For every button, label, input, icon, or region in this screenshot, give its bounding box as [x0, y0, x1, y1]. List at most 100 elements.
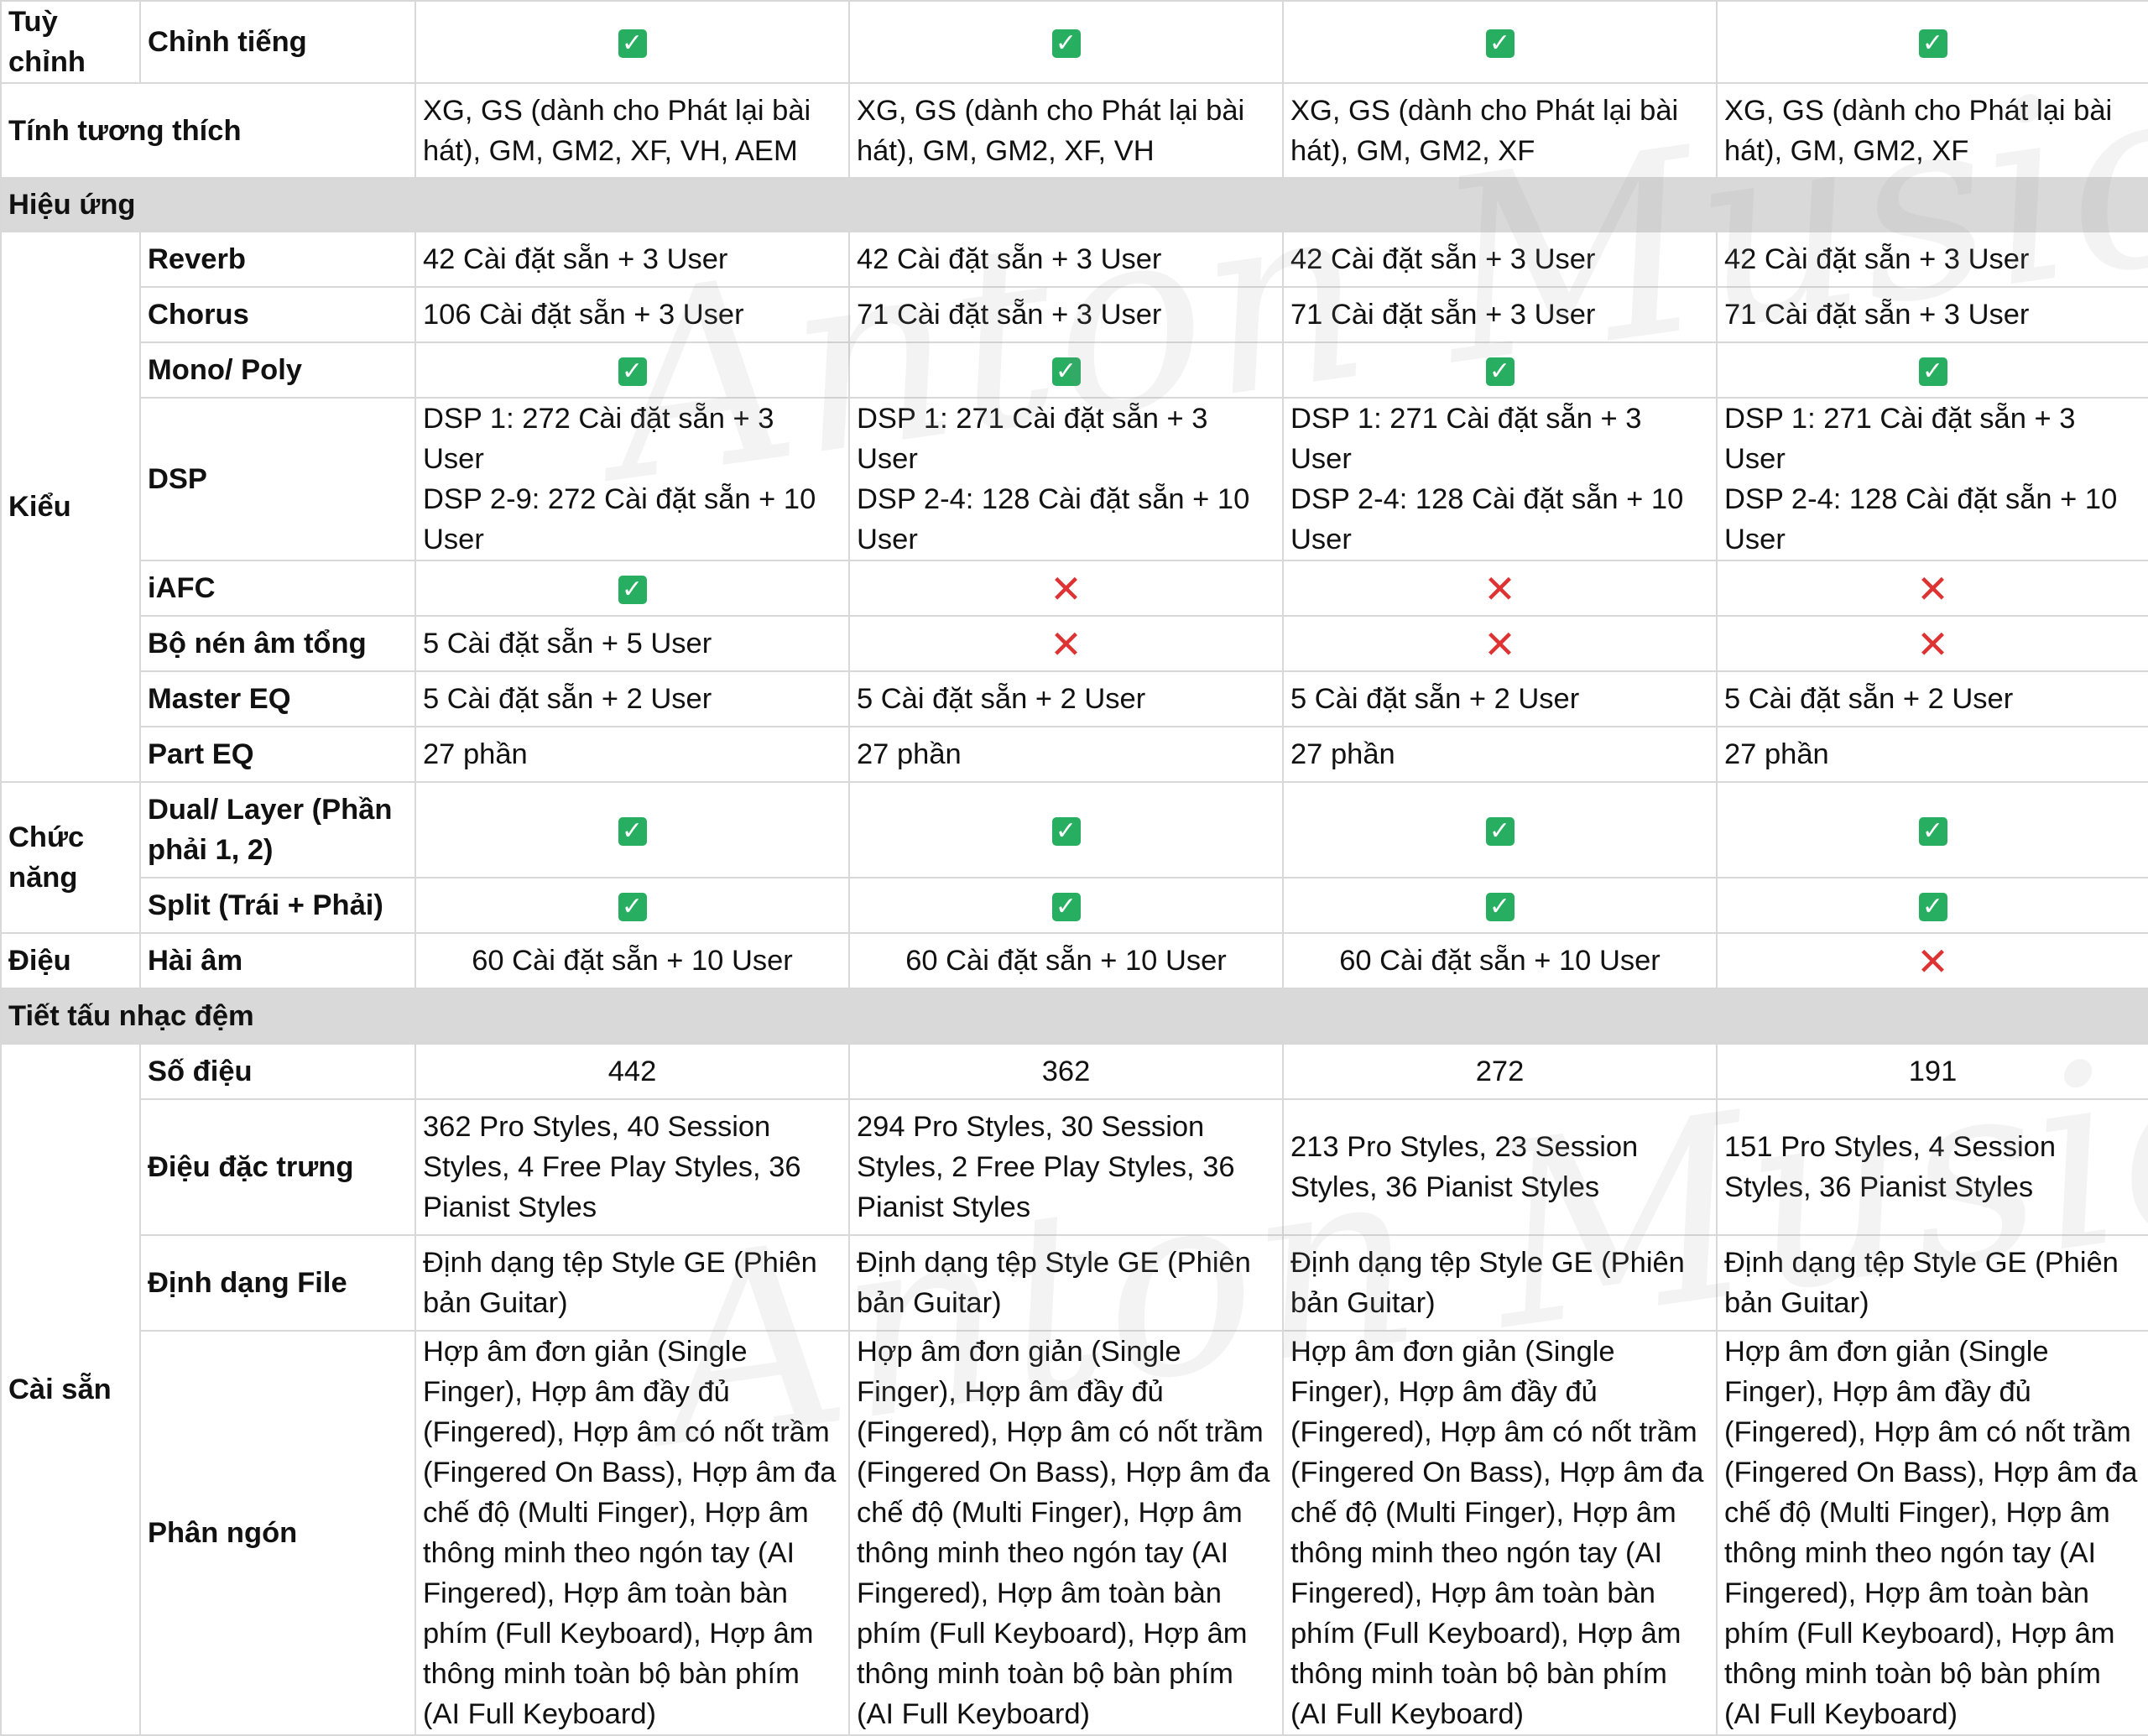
row-tinh-tuong-thich: Tính tương thích XG, GS (dành cho Phát l…: [0, 82, 2148, 179]
label-hai-am: Hài âm: [139, 932, 416, 989]
label-tinh-tuong-thich: Tính tương thích: [0, 82, 416, 179]
cell-value: 5 Cài đặt sẵn + 2 User: [414, 670, 850, 727]
label-dsp: DSP: [139, 397, 416, 561]
row-chorus: Chorus 106 Cài đặt sẵn + 3 User 71 Cài đ…: [1, 286, 2148, 343]
category-dieu: Điệu: [0, 932, 141, 989]
check-icon: ✓: [1918, 892, 1947, 921]
cell-value: 60 Cài đặt sẵn + 10 User: [414, 932, 850, 989]
category-cai-san: Cài sẵn: [0, 1043, 141, 1736]
label-dual-layer: Dual/ Layer (Phần phải 1, 2): [139, 781, 416, 878]
cell-value: 27 phần: [1716, 726, 2148, 783]
cell-value: 71 Cài đặt sẵn + 3 User: [1716, 286, 2148, 343]
cell-value: 5 Cài đặt sẵn + 2 User: [848, 670, 1284, 727]
check-icon: ✓: [618, 816, 647, 846]
cell-value: Định dạng tệp Style GE (Phiên bản Guitar…: [1282, 1234, 1718, 1332]
cell-value: XG, GS (dành cho Phát lại bài hát), GM, …: [1716, 82, 2148, 179]
cell-value: Định dạng tệp Style GE (Phiên bản Guitar…: [414, 1234, 850, 1332]
label-bo-nen-am-tong: Bộ nén âm tổng: [139, 615, 416, 672]
cell-value: 151 Pro Styles, 4 Session Styles, 36 Pia…: [1716, 1098, 2148, 1236]
cell-value: DSP 1: 271 Cài đặt sẵn + 3 User DSP 2-4: …: [848, 397, 1284, 561]
label-reverb: Reverb: [139, 231, 416, 288]
label-dieu-dac-trung: Điệu đặc trưng: [139, 1098, 416, 1236]
label-chinh-tieng: Chỉnh tiếng: [139, 0, 416, 84]
check-icon: ✓: [1051, 816, 1081, 846]
section-tiet-tau: Tiết tấu nhạc đệm: [0, 988, 2148, 1045]
check-icon: ✓: [1485, 816, 1515, 846]
row-bo-nen-am-tong: Bộ nén âm tổng 5 Cài đặt sẵn + 5 User ✕ …: [1, 615, 2148, 672]
label-phan-ngon: Phân ngón: [139, 1330, 416, 1736]
row-dual-layer: Chức năng Dual/ Layer (Phần phải 1, 2) ✓…: [0, 781, 2148, 934]
cell-value: 27 phần: [414, 726, 850, 783]
row-dsp: DSP DSP 1: 272 Cài đặt sẵn + 3 User DSP 2…: [1, 397, 2148, 561]
row-dinh-dang-file: Định dạng File Định dạng tệp Style GE (P…: [1, 1234, 2148, 1332]
label-iafc: iAFC: [139, 560, 416, 617]
check-icon: ✓: [1918, 29, 1947, 58]
cell-value: 60 Cài đặt sẵn + 10 User: [1282, 932, 1718, 989]
cell-value: DSP 1: 272 Cài đặt sẵn + 3 User DSP 2-9: …: [414, 397, 850, 561]
cell-value: Hợp âm đơn giản (Single Finger), Hợp âm …: [1716, 1330, 2148, 1736]
cell-value: 5 Cài đặt sẵn + 5 User: [414, 615, 850, 672]
cell-value: 362 Pro Styles, 40 Session Styles, 4 Fre…: [414, 1098, 850, 1236]
cell-value: Hợp âm đơn giản (Single Finger), Hợp âm …: [848, 1330, 1284, 1736]
cross-icon: ✕: [1916, 939, 1949, 983]
cell-value: Hợp âm đơn giản (Single Finger), Hợp âm …: [414, 1330, 850, 1736]
label-split: Split (Trái + Phải): [139, 877, 416, 934]
cell-value: Định dạng tệp Style GE (Phiên bản Guitar…: [1716, 1234, 2148, 1332]
row-split: Split (Trái + Phải) ✓ ✓ ✓ ✓: [1, 877, 2148, 934]
cell-value: 362: [848, 1043, 1284, 1100]
row-hai-am: Điệu Hài âm 60 Cài đặt sẵn + 10 User 60 …: [0, 932, 2148, 989]
row-iafc: iAFC ✓ ✕ ✕ ✕: [1, 560, 2148, 617]
cell-value: 42 Cài đặt sẵn + 3 User: [1716, 231, 2148, 288]
category-kieu: Kiểu: [0, 231, 141, 783]
cell-value: 442: [414, 1043, 850, 1100]
cell-value: 42 Cài đặt sẵn + 3 User: [414, 231, 850, 288]
cell-value: Định dạng tệp Style GE (Phiên bản Guitar…: [848, 1234, 1284, 1332]
check-icon: ✓: [1051, 29, 1081, 58]
label-part-eq: Part EQ: [139, 726, 416, 783]
check-icon: ✓: [1051, 892, 1081, 921]
cross-icon: ✕: [1050, 566, 1082, 611]
cell-value: 5 Cài đặt sẵn + 2 User: [1716, 670, 2148, 727]
row-phan-ngon: Phân ngón Hợp âm đơn giản (Single Finger…: [1, 1330, 2148, 1736]
check-icon: ✓: [1485, 29, 1515, 58]
row-dieu-dac-trung: Điệu đặc trưng 362 Pro Styles, 40 Sessio…: [1, 1098, 2148, 1236]
cell-value: DSP 1: 271 Cài đặt sẵn + 3 User DSP 2-4: …: [1282, 397, 1718, 561]
cell-value: 294 Pro Styles, 30 Session Styles, 2 Fre…: [848, 1098, 1284, 1236]
label-chorus: Chorus: [139, 286, 416, 343]
cell-value: 42 Cài đặt sẵn + 3 User: [848, 231, 1284, 288]
row-mono-poly: Mono/ Poly ✓ ✓ ✓ ✓: [1, 341, 2148, 399]
cell-value: XG, GS (dành cho Phát lại bài hát), GM, …: [1282, 82, 1718, 179]
check-icon: ✓: [1485, 357, 1515, 386]
check-icon: ✓: [618, 29, 647, 58]
section-title: Tiết tấu nhạc đệm: [0, 988, 2148, 1045]
label-master-eq: Master EQ: [139, 670, 416, 727]
cross-icon: ✕: [1916, 566, 1949, 611]
cell-value: 106 Cài đặt sẵn + 3 User: [414, 286, 850, 343]
cell-value: 191: [1716, 1043, 2148, 1100]
check-icon: ✓: [618, 575, 647, 604]
cell-value: DSP 1: 271 Cài đặt sẵn + 3 User DSP 2-4: …: [1716, 397, 2148, 561]
check-icon: ✓: [1918, 357, 1947, 386]
cell-value: 272: [1282, 1043, 1718, 1100]
cell-value: 27 phần: [848, 726, 1284, 783]
cross-icon: ✕: [1050, 622, 1082, 666]
label-dinh-dang-file: Định dạng File: [139, 1234, 416, 1332]
section-title: Hiệu ứng: [0, 177, 2148, 232]
cross-icon: ✕: [1483, 622, 1516, 666]
row-so-dieu: Cài sẵn Số điệu 442 362 272 191: [0, 1043, 2148, 1736]
section-hieu-ung: Hiệu ứng: [0, 177, 2148, 232]
row-part-eq: Part EQ 27 phần 27 phần 27 phần 27 phần: [1, 726, 2148, 783]
row-master-eq: Master EQ 5 Cài đặt sẵn + 2 User 5 Cài đ…: [1, 670, 2148, 727]
label-mono-poly: Mono/ Poly: [139, 341, 416, 399]
check-icon: ✓: [1051, 357, 1081, 386]
cell-value: 5 Cài đặt sẵn + 2 User: [1282, 670, 1718, 727]
check-icon: ✓: [618, 357, 647, 386]
cell-value: XG, GS (dành cho Phát lại bài hát), GM, …: [414, 82, 850, 179]
category-chuc-nang: Chức năng: [0, 781, 141, 934]
check-icon: ✓: [1918, 816, 1947, 846]
cell-value: 71 Cài đặt sẵn + 3 User: [848, 286, 1284, 343]
cell-value: 60 Cài đặt sẵn + 10 User: [848, 932, 1284, 989]
cell-value: Hợp âm đơn giản (Single Finger), Hợp âm …: [1282, 1330, 1718, 1736]
cross-icon: ✕: [1483, 566, 1516, 611]
